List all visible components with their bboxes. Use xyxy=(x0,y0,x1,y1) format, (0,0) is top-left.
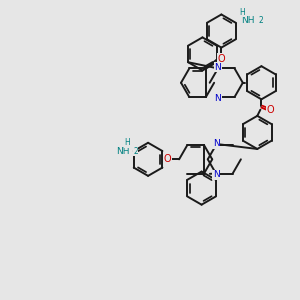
Text: N: N xyxy=(214,94,221,103)
Text: O: O xyxy=(218,54,225,64)
Text: 2: 2 xyxy=(133,146,138,155)
Text: 2: 2 xyxy=(258,16,263,25)
Text: O: O xyxy=(164,154,172,164)
Text: NH: NH xyxy=(116,146,130,155)
Text: N: N xyxy=(214,63,221,72)
Text: N: N xyxy=(213,170,219,179)
Text: O: O xyxy=(267,105,274,115)
Text: H: H xyxy=(239,8,245,17)
Text: N: N xyxy=(213,140,219,148)
Text: NH: NH xyxy=(242,16,255,25)
Text: H: H xyxy=(124,138,130,147)
